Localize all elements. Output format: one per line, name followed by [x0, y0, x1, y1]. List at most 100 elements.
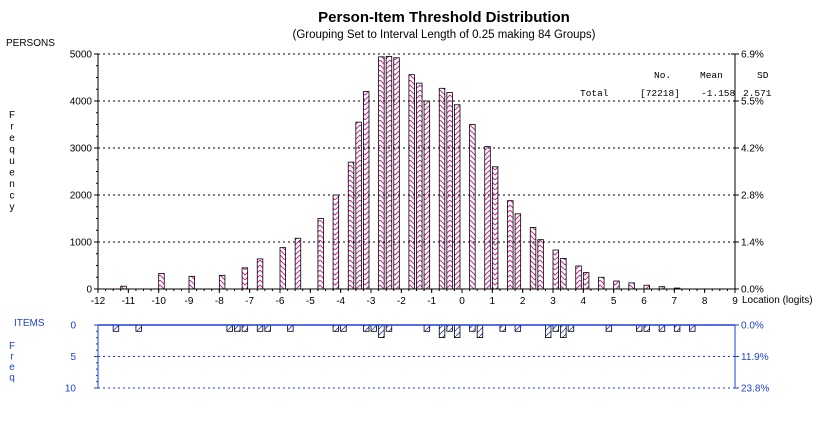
persons-bar [491, 166, 499, 290]
persons-bar [347, 161, 355, 290]
items-axes: 0 0.0% 5 11.9% 10 23.8% [65, 321, 770, 395]
items-bar [605, 324, 613, 332]
persons-bar [507, 200, 514, 290]
items-bar [552, 324, 559, 332]
x-tick-label: -12 [91, 296, 106, 307]
x-tick-label: -11 [121, 296, 135, 307]
x-tick-label: -3 [367, 296, 376, 307]
persons-bar [454, 104, 461, 290]
items-bar [112, 324, 120, 332]
persons-bar [385, 55, 393, 290]
stats-value-mean: -1.158 [701, 88, 736, 99]
persons-label: PERSONS [6, 38, 55, 49]
items-pct-label: 23.8% [741, 384, 769, 395]
items-frequency-letter: q [9, 373, 15, 384]
persons-y-tick-label: 0 [86, 285, 92, 296]
frequency-letter: y [10, 202, 15, 213]
x-tick-label: 9 [732, 296, 738, 307]
frequency-letter: q [9, 145, 15, 156]
persons-bar [529, 227, 537, 290]
items-frequency-letter: r [10, 352, 14, 363]
items-bar [256, 324, 264, 332]
persons-bar [218, 274, 226, 290]
items-bar [378, 324, 385, 339]
x-tick-label: 7 [672, 296, 678, 307]
persons-bars [120, 55, 681, 290]
persons-bar [317, 218, 324, 290]
x-tick-label: -10 [151, 296, 166, 307]
items-bar [560, 324, 567, 339]
items-frequency-letter: e [9, 362, 15, 373]
x-tick-label: -1 [427, 296, 436, 307]
persons-bar [628, 282, 635, 290]
persons-gridlines [98, 53, 735, 243]
x-tick-label: -5 [306, 296, 315, 307]
frequency-letter: e [9, 133, 15, 144]
persons-bar [575, 265, 582, 290]
x-tick-label: 1 [490, 296, 496, 307]
items-bar [636, 324, 643, 332]
items-bar [545, 324, 552, 339]
persons-bar [484, 146, 491, 290]
persons-bar [256, 258, 264, 290]
persons-bar [423, 100, 431, 290]
persons-pct-label: 5.5% [741, 97, 764, 108]
x-axis-label: Location (logits) [742, 295, 813, 306]
items-bar [514, 324, 522, 332]
items-bar [241, 324, 249, 332]
x-tick-label: 0 [459, 296, 465, 307]
x-tick-label: 8 [702, 296, 708, 307]
persons-y-tick-label: 1000 [70, 238, 93, 249]
persons-axes: 0 0.0% 1000 1.4% 2000 2.8% 3000 4.2% 4000 5.5% 500… [70, 50, 764, 296]
persons-bar [158, 273, 165, 290]
persons-pct-label: 4.2% [741, 144, 764, 155]
x-tick-label: 6 [641, 296, 647, 307]
items-bar [499, 324, 506, 332]
items-pct-label: 11.9% [741, 352, 769, 363]
items-bar [438, 324, 446, 339]
persons-bar [416, 82, 423, 290]
items-bar [340, 324, 347, 332]
persons-pct-label: 6.9% [741, 50, 764, 61]
frequency-letter: u [9, 156, 15, 167]
stats-row-label: Total [580, 88, 609, 99]
stats-header-mean: Mean [700, 70, 723, 81]
persons-bar [279, 247, 286, 290]
x-tick-label: -4 [336, 296, 345, 307]
x-tick-label: 4 [581, 296, 587, 307]
persons-bar [363, 91, 370, 290]
items-bar [264, 324, 271, 332]
persons-pct-label: 0.0% [741, 285, 764, 296]
x-tick-label: -2 [397, 296, 406, 307]
items-bar [363, 324, 370, 332]
persons-bar [332, 194, 340, 290]
items-y-tick-label: 5 [70, 352, 76, 363]
items-y-tick-label: 0 [70, 321, 76, 332]
persons-bar [582, 272, 590, 290]
items-bar [689, 324, 696, 332]
frequency-letter: F [9, 110, 15, 121]
items-bar [454, 324, 461, 339]
frequency-letter: n [9, 179, 15, 190]
x-tick-label: -7 [245, 296, 254, 307]
persons-bar [469, 124, 476, 290]
x-tick-label: -8 [215, 296, 224, 307]
items-bar [385, 324, 393, 332]
persons-bar [378, 56, 385, 290]
chart-title: Person-Item Threshold Distribution [318, 9, 570, 26]
items-bar [673, 324, 681, 332]
x-tick-label: 2 [520, 296, 526, 307]
items-bar [287, 324, 294, 332]
persons-bar [598, 276, 605, 290]
persons-bar [613, 280, 620, 290]
stats-value-no: [72218] [640, 88, 680, 99]
items-bar [469, 324, 476, 332]
persons-bar [514, 213, 522, 290]
persons-bar [393, 57, 400, 290]
items-bar [226, 324, 233, 332]
frequency-letter: e [9, 168, 15, 179]
items-bar [446, 324, 453, 332]
